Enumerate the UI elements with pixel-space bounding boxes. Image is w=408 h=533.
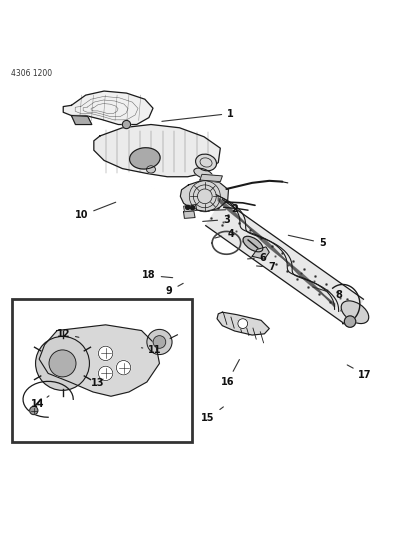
Text: 17: 17 bbox=[347, 365, 372, 379]
Polygon shape bbox=[252, 247, 269, 259]
Circle shape bbox=[98, 346, 113, 361]
Polygon shape bbox=[200, 174, 222, 182]
Ellipse shape bbox=[130, 148, 160, 169]
Text: 16: 16 bbox=[221, 360, 239, 386]
Text: 9: 9 bbox=[166, 284, 183, 296]
Text: 4: 4 bbox=[215, 229, 234, 239]
Text: 18: 18 bbox=[142, 270, 173, 280]
Circle shape bbox=[98, 366, 113, 381]
Polygon shape bbox=[180, 180, 228, 212]
Text: 2: 2 bbox=[209, 204, 238, 214]
Ellipse shape bbox=[341, 301, 369, 324]
Ellipse shape bbox=[243, 236, 263, 252]
Circle shape bbox=[191, 206, 195, 210]
Circle shape bbox=[186, 205, 190, 209]
Ellipse shape bbox=[195, 154, 217, 171]
Bar bbox=[12, 299, 192, 442]
Text: 13: 13 bbox=[91, 378, 105, 388]
Text: 1: 1 bbox=[162, 109, 234, 122]
Text: 12: 12 bbox=[56, 329, 79, 339]
Text: 6: 6 bbox=[248, 253, 266, 263]
Text: 11: 11 bbox=[142, 345, 162, 355]
Circle shape bbox=[30, 407, 38, 415]
Ellipse shape bbox=[194, 168, 213, 179]
Text: 4306 1200: 4306 1200 bbox=[11, 69, 53, 78]
Text: 10: 10 bbox=[75, 202, 116, 221]
Text: 5: 5 bbox=[288, 235, 326, 248]
Ellipse shape bbox=[35, 336, 89, 390]
Text: 15: 15 bbox=[201, 407, 224, 423]
Polygon shape bbox=[39, 325, 160, 396]
Text: 14: 14 bbox=[31, 396, 49, 409]
Polygon shape bbox=[217, 312, 269, 335]
Ellipse shape bbox=[146, 166, 155, 173]
Polygon shape bbox=[63, 91, 153, 125]
Circle shape bbox=[122, 120, 131, 128]
Circle shape bbox=[116, 360, 131, 375]
Polygon shape bbox=[184, 211, 195, 219]
Circle shape bbox=[344, 316, 356, 327]
Circle shape bbox=[238, 319, 248, 328]
Text: 3: 3 bbox=[203, 215, 230, 224]
Polygon shape bbox=[206, 200, 364, 325]
Ellipse shape bbox=[153, 336, 166, 348]
Polygon shape bbox=[94, 125, 220, 177]
Ellipse shape bbox=[147, 329, 172, 354]
Polygon shape bbox=[71, 116, 92, 125]
Ellipse shape bbox=[49, 350, 76, 377]
Text: 8: 8 bbox=[313, 287, 342, 300]
Text: 7: 7 bbox=[257, 262, 275, 272]
Polygon shape bbox=[184, 205, 197, 212]
